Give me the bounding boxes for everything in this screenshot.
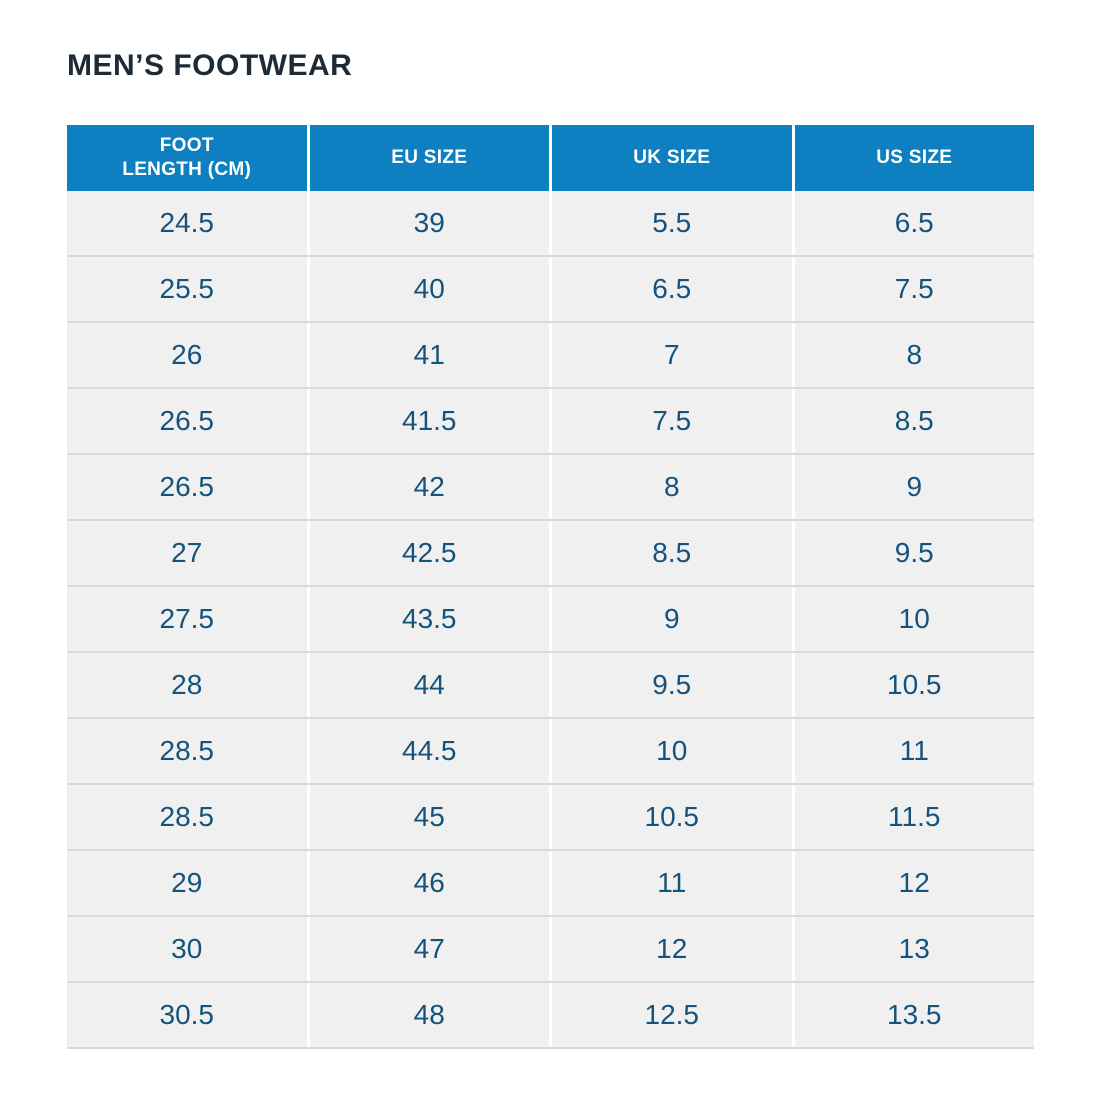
- table-row: 26 41 7 8: [67, 323, 1034, 389]
- table-cell: 5.5: [552, 191, 792, 255]
- table-row: 30.5 48 12.5 13.5: [67, 983, 1034, 1049]
- table-cell: 8.5: [552, 521, 792, 585]
- table-cell: 45: [309, 785, 549, 849]
- table-cell: 8: [552, 455, 792, 519]
- table-cell: 28.5: [67, 719, 307, 783]
- table-cell: 9: [794, 455, 1034, 519]
- column-header: FOOT LENGTH (CM): [67, 125, 307, 191]
- table-cell: 47: [309, 917, 549, 981]
- table-cell: 44: [309, 653, 549, 717]
- table-cell: 7.5: [794, 257, 1034, 321]
- table-cell: 44.5: [309, 719, 549, 783]
- table-row: 27 42.5 8.5 9.5: [67, 521, 1034, 587]
- table-row: 25.5 40 6.5 7.5: [67, 257, 1034, 323]
- table-cell: 42: [309, 455, 549, 519]
- table-row: 30 47 12 13: [67, 917, 1034, 983]
- table-cell: 8.5: [794, 389, 1034, 453]
- table-cell: 28: [67, 653, 307, 717]
- table-cell: 9.5: [552, 653, 792, 717]
- table-cell: 24.5: [67, 191, 307, 255]
- table-row: 24.5 39 5.5 6.5: [67, 191, 1034, 257]
- table-cell: 43.5: [309, 587, 549, 651]
- table-cell: 6.5: [794, 191, 1034, 255]
- table-cell: 6.5: [552, 257, 792, 321]
- table-cell: 39: [309, 191, 549, 255]
- table-header-row: FOOT LENGTH (CM) EU SIZE UK SIZE US SIZE: [67, 125, 1034, 191]
- table-cell: 25.5: [67, 257, 307, 321]
- table-cell: 8: [794, 323, 1034, 387]
- table-cell: 41.5: [309, 389, 549, 453]
- table-cell: 48: [309, 983, 549, 1047]
- table-cell: 27.5: [67, 587, 307, 651]
- table-row: 28.5 45 10.5 11.5: [67, 785, 1034, 851]
- table-cell: 40: [309, 257, 549, 321]
- table-cell: 12.5: [552, 983, 792, 1047]
- table-cell: 30.5: [67, 983, 307, 1047]
- table-cell: 7: [552, 323, 792, 387]
- table-row: 28.5 44.5 10 11: [67, 719, 1034, 785]
- table-row: 29 46 11 12: [67, 851, 1034, 917]
- table-cell: 27: [67, 521, 307, 585]
- table-cell: 11.5: [794, 785, 1034, 849]
- table-cell: 26.5: [67, 389, 307, 453]
- table-cell: 13.5: [794, 983, 1034, 1047]
- table-cell: 41: [309, 323, 549, 387]
- table-cell: 12: [552, 917, 792, 981]
- table-cell: 10: [552, 719, 792, 783]
- table-cell: 9.5: [794, 521, 1034, 585]
- table-row: 26.5 42 8 9: [67, 455, 1034, 521]
- table-body: 24.5 39 5.5 6.5 25.5 40 6.5 7.5 26 41 7 8 26.5 41.5 7.…: [67, 191, 1034, 1049]
- size-chart-table: FOOT LENGTH (CM) EU SIZE UK SIZE US SIZE 24…: [67, 125, 1034, 1049]
- table-cell: 42.5: [309, 521, 549, 585]
- column-header: EU SIZE: [309, 125, 549, 191]
- page-title: MEN’S FOOTWEAR: [67, 49, 353, 82]
- table-cell: 26: [67, 323, 307, 387]
- table-cell: 28.5: [67, 785, 307, 849]
- table-cell: 9: [552, 587, 792, 651]
- table-row: 27.5 43.5 9 10: [67, 587, 1034, 653]
- table-row: 28 44 9.5 10.5: [67, 653, 1034, 719]
- table-cell: 26.5: [67, 455, 307, 519]
- table-cell: 46: [309, 851, 549, 915]
- table-cell: 7.5: [552, 389, 792, 453]
- table-cell: 11: [552, 851, 792, 915]
- table-cell: 10.5: [552, 785, 792, 849]
- table-cell: 10.5: [794, 653, 1034, 717]
- table-cell: 11: [794, 719, 1034, 783]
- table-cell: 10: [794, 587, 1034, 651]
- table-cell: 30: [67, 917, 307, 981]
- table-cell: 12: [794, 851, 1034, 915]
- column-header: US SIZE: [794, 125, 1034, 191]
- column-header: UK SIZE: [552, 125, 792, 191]
- table-row: 26.5 41.5 7.5 8.5: [67, 389, 1034, 455]
- table-cell: 29: [67, 851, 307, 915]
- table-cell: 13: [794, 917, 1034, 981]
